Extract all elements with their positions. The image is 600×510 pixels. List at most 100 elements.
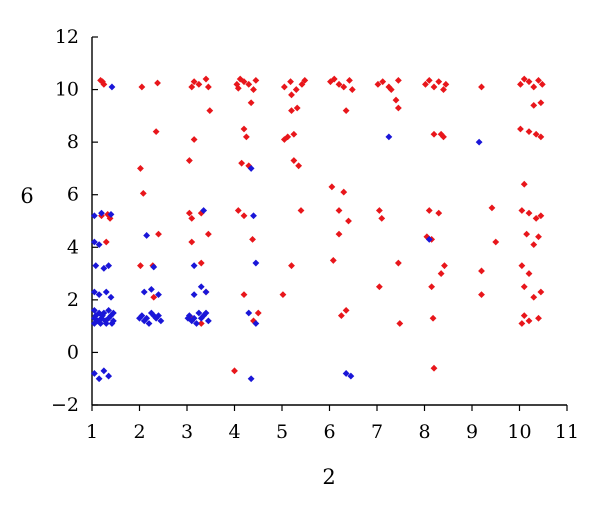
y-tick-label: 12 bbox=[55, 26, 79, 48]
data-point-blue bbox=[145, 320, 153, 327]
data-point-red bbox=[435, 78, 443, 86]
data-point-blue bbox=[152, 314, 160, 322]
data-point-red bbox=[517, 80, 524, 88]
data-point-red bbox=[280, 83, 288, 91]
data-point-red bbox=[337, 312, 345, 320]
data-point-blue bbox=[107, 312, 115, 320]
data-point-blue bbox=[105, 306, 113, 314]
data-point-red bbox=[231, 367, 238, 375]
data-point-blue bbox=[150, 312, 158, 320]
data-point-blue bbox=[250, 212, 257, 220]
data-point-blue bbox=[105, 314, 113, 322]
data-point-red bbox=[517, 125, 524, 133]
data-point-red bbox=[488, 204, 496, 212]
data-point-red bbox=[284, 133, 292, 141]
data-point-red bbox=[518, 207, 526, 214]
data-point-red bbox=[396, 320, 404, 327]
data-point-red bbox=[290, 130, 298, 138]
data-point-red bbox=[520, 283, 528, 291]
data-point-blue bbox=[157, 317, 165, 325]
data-point-red bbox=[346, 76, 353, 84]
data-point-blue bbox=[98, 209, 105, 217]
data-point-red bbox=[240, 291, 248, 298]
data-point-blue bbox=[197, 283, 205, 291]
data-point-blue bbox=[155, 312, 162, 320]
y-tick-label: 4 bbox=[67, 236, 79, 258]
data-point-red bbox=[394, 76, 402, 84]
data-point-red bbox=[392, 96, 400, 104]
data-point-red bbox=[288, 107, 295, 114]
data-point-blue bbox=[475, 138, 483, 146]
data-point-blue bbox=[97, 320, 104, 327]
data-point-blue bbox=[90, 212, 98, 220]
data-point-red bbox=[190, 78, 198, 86]
data-point-blue bbox=[136, 314, 143, 322]
data-point-red bbox=[335, 80, 343, 88]
data-point-red bbox=[394, 104, 402, 112]
data-point-red bbox=[330, 75, 338, 83]
data-point-red bbox=[240, 78, 248, 86]
data-point-red bbox=[288, 91, 295, 99]
data-point-red bbox=[530, 83, 538, 91]
data-point-red bbox=[478, 267, 485, 275]
data-point-red bbox=[250, 86, 257, 93]
data-point-red bbox=[422, 80, 429, 88]
data-point-red bbox=[293, 104, 301, 112]
data-point-red bbox=[423, 233, 431, 241]
y-tick-label: 0 bbox=[67, 341, 79, 363]
data-point-red bbox=[520, 312, 528, 320]
data-point-red bbox=[535, 76, 542, 84]
data-point-red bbox=[525, 209, 533, 217]
data-point-red bbox=[188, 214, 196, 222]
data-point-blue bbox=[108, 320, 116, 327]
data-point-blue bbox=[107, 293, 115, 301]
data-point-red bbox=[535, 314, 542, 322]
data-point-red bbox=[437, 270, 445, 277]
data-points bbox=[90, 75, 546, 383]
data-point-red bbox=[425, 76, 433, 84]
data-point-blue bbox=[190, 291, 198, 298]
data-point-red bbox=[288, 262, 295, 270]
data-point-red bbox=[518, 320, 526, 327]
data-point-red bbox=[478, 83, 485, 91]
data-point-red bbox=[150, 293, 158, 301]
data-point-blue bbox=[147, 309, 155, 317]
data-point-red bbox=[335, 207, 343, 214]
data-point-blue bbox=[193, 320, 200, 327]
data-point-red bbox=[525, 270, 533, 277]
data-point-red bbox=[374, 80, 382, 88]
data-point-blue bbox=[385, 133, 393, 141]
data-point-blue bbox=[342, 370, 350, 377]
data-point-red bbox=[375, 207, 383, 214]
data-point-red bbox=[195, 80, 203, 88]
data-point-red bbox=[520, 180, 528, 188]
data-point-blue bbox=[90, 370, 98, 377]
data-point-red bbox=[242, 133, 250, 141]
data-point-red bbox=[139, 190, 147, 197]
data-point-blue bbox=[200, 207, 208, 214]
data-point-red bbox=[440, 133, 447, 141]
x-tick-label: 1 bbox=[86, 421, 98, 443]
data-point-red bbox=[425, 207, 433, 214]
data-point-blue bbox=[108, 83, 116, 91]
data-point-red bbox=[429, 314, 437, 322]
data-point-red bbox=[252, 76, 260, 84]
data-point-red bbox=[378, 214, 386, 222]
data-point-red bbox=[292, 86, 300, 93]
data-point-red bbox=[329, 257, 337, 264]
data-point-blue bbox=[105, 262, 113, 270]
data-point-red bbox=[197, 259, 205, 267]
data-point-blue bbox=[100, 367, 108, 375]
data-point-blue bbox=[102, 288, 110, 296]
data-point-blue bbox=[109, 309, 117, 317]
data-point-red bbox=[154, 79, 161, 87]
x-tick-label: 11 bbox=[555, 421, 579, 443]
data-point-blue bbox=[184, 314, 192, 322]
data-point-blue bbox=[100, 264, 108, 272]
data-point-blue bbox=[90, 306, 98, 314]
data-point-red bbox=[440, 86, 447, 93]
data-point-blue bbox=[252, 259, 260, 267]
data-point-red bbox=[137, 262, 144, 270]
data-point-red bbox=[379, 78, 387, 86]
data-point-red bbox=[345, 217, 352, 225]
